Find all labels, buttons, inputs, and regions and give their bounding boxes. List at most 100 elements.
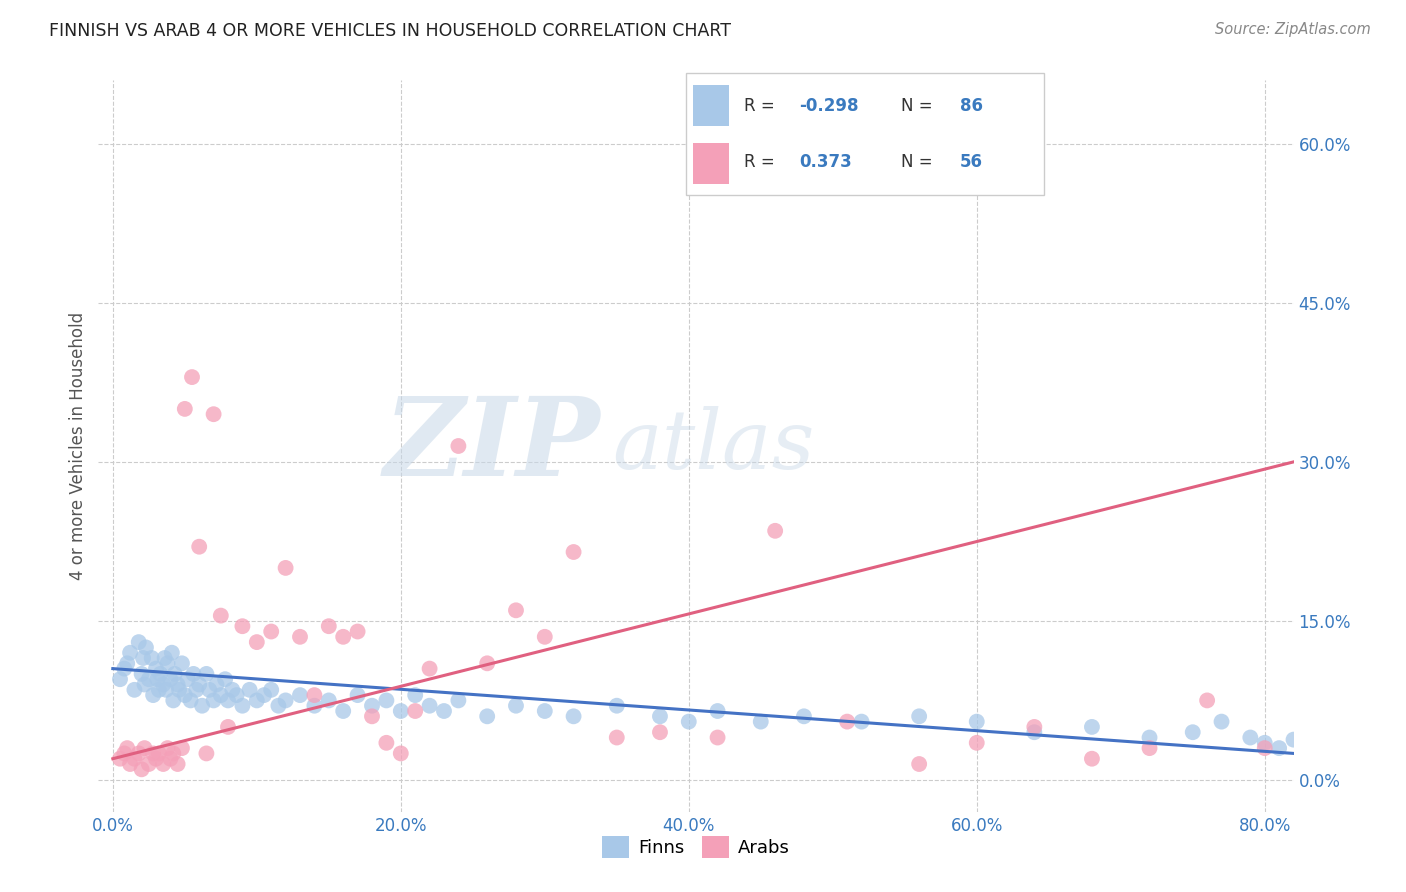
Point (188, 677, 211, 691)
Point (163, 667, 186, 681)
Point (318, 619, 340, 633)
Point (166, 757, 188, 772)
Point (562, 709, 585, 723)
Point (231, 698, 253, 713)
Point (361, 698, 384, 713)
Point (170, 657, 193, 671)
Point (162, 747, 184, 761)
Point (198, 682, 221, 697)
Point (173, 401, 195, 416)
Point (142, 688, 165, 702)
Point (1197, 693, 1219, 707)
Point (447, 439, 470, 453)
Point (120, 757, 142, 772)
Point (112, 662, 135, 676)
Point (166, 677, 188, 691)
Point (138, 757, 160, 772)
Point (246, 693, 269, 707)
Text: FINNISH VS ARAB 4 OR MORE VEHICLES IN HOUSEHOLD CORRELATION CHART: FINNISH VS ARAB 4 OR MORE VEHICLES IN HO… (49, 22, 731, 40)
Point (332, 630, 354, 644)
Point (188, 540, 211, 554)
Point (180, 693, 202, 707)
Point (346, 624, 368, 639)
Point (162, 693, 184, 707)
Text: R =: R = (744, 153, 775, 171)
Point (966, 714, 988, 729)
Point (195, 667, 218, 681)
Point (145, 662, 167, 676)
Point (1081, 752, 1104, 766)
Point (153, 651, 176, 665)
Point (1282, 732, 1305, 747)
Point (1296, 747, 1319, 761)
Point (793, 709, 815, 723)
Point (1239, 731, 1261, 745)
Point (706, 704, 728, 718)
Point (419, 698, 441, 713)
Text: atlas: atlas (613, 406, 814, 486)
Point (231, 619, 253, 633)
Point (135, 640, 157, 655)
Point (1268, 741, 1291, 756)
Point (115, 741, 138, 756)
Point (195, 747, 218, 761)
Point (128, 635, 150, 649)
Point (1081, 720, 1104, 734)
Point (209, 608, 232, 623)
Point (156, 741, 179, 756)
Point (908, 757, 931, 772)
Point (138, 672, 160, 686)
Point (419, 662, 441, 676)
Point (678, 714, 700, 729)
Point (332, 704, 354, 718)
Point (152, 757, 174, 772)
Point (505, 603, 527, 617)
Legend: Finns, Arabs: Finns, Arabs (595, 829, 797, 865)
Point (606, 731, 628, 745)
Point (131, 667, 153, 681)
Point (533, 630, 555, 644)
Point (477, 709, 499, 723)
Text: 0.373: 0.373 (799, 153, 852, 171)
Point (170, 741, 193, 756)
Point (155, 682, 177, 697)
Point (260, 682, 283, 697)
Point (274, 693, 297, 707)
Point (389, 704, 412, 718)
Point (159, 672, 181, 686)
Point (181, 370, 204, 384)
Bar (693, 85, 730, 127)
Point (404, 688, 426, 702)
Point (145, 752, 167, 766)
Point (304, 688, 326, 702)
Text: -0.298: -0.298 (799, 96, 859, 115)
Point (115, 657, 138, 671)
Point (221, 682, 243, 697)
Point (447, 693, 470, 707)
Point (267, 698, 290, 713)
Point (205, 677, 228, 691)
Point (209, 688, 232, 702)
Point (1139, 731, 1161, 745)
Point (1254, 736, 1277, 750)
Text: 56: 56 (960, 153, 983, 171)
Point (749, 714, 772, 729)
Point (128, 747, 150, 761)
Point (433, 704, 456, 718)
Point (706, 731, 728, 745)
Point (260, 624, 283, 639)
Point (202, 693, 225, 707)
Point (156, 657, 179, 671)
Point (108, 752, 131, 766)
Point (124, 752, 146, 766)
Point (239, 682, 262, 697)
Point (851, 714, 873, 729)
Point (1181, 725, 1204, 739)
Point (763, 524, 786, 538)
Point (183, 667, 205, 681)
Point (202, 407, 225, 421)
Point (1139, 741, 1161, 756)
Point (132, 651, 155, 665)
Point (837, 714, 859, 729)
Point (173, 688, 195, 702)
